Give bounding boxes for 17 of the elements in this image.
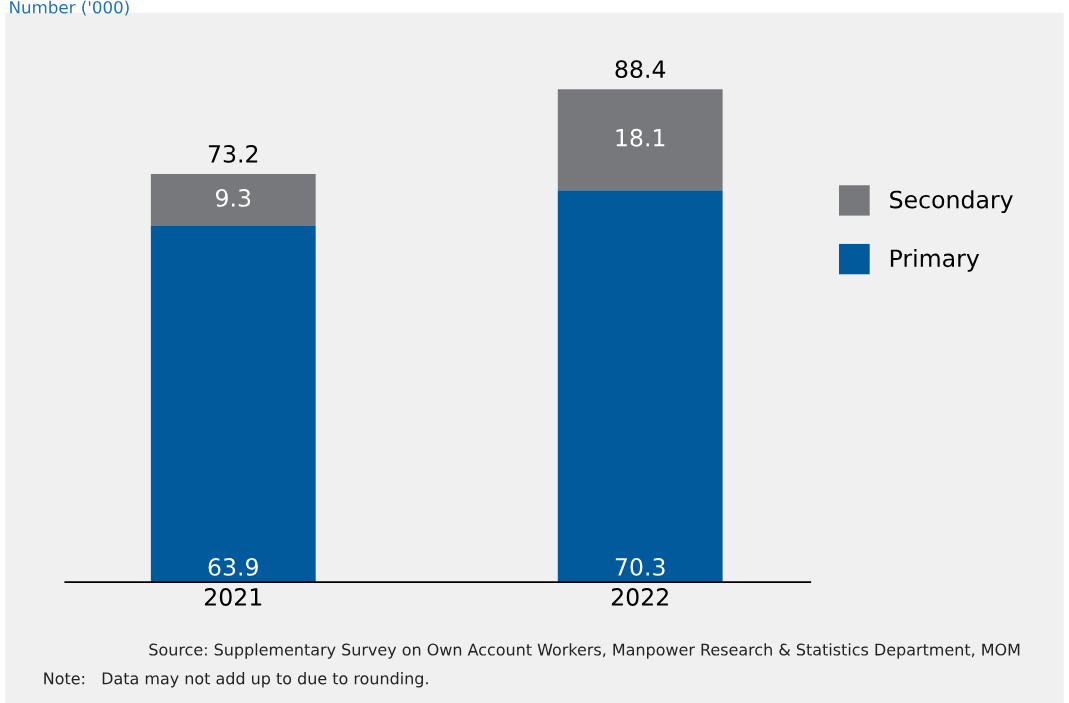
source-note: Source: Supplementary Survey on Own Account Workers, Manpower Research & Statistics Department, MOM — [149, 643, 1020, 659]
legend-label: Secondary — [890, 190, 1013, 214]
data-label: 18.1 — [616, 128, 665, 147]
bar — [150, 174, 316, 226]
y-axis-title: Number ('000) — [10, 0, 129, 16]
x-tick-label: 2021 — [204, 588, 262, 606]
legend-label: Primary — [890, 248, 980, 272]
bar — [557, 89, 723, 191]
data-label: 63.9 — [208, 557, 258, 576]
total-label: 73.2 — [208, 144, 258, 163]
bar — [557, 190, 723, 583]
data-label: 70.3 — [615, 557, 665, 576]
x-tick-label: 2022 — [611, 588, 668, 606]
bar — [150, 225, 316, 583]
text: Note: Data may not add up to due to rounding. — [44, 672, 428, 688]
total-label: 88.4 — [615, 60, 666, 79]
data-label: 9.3 — [215, 188, 251, 207]
